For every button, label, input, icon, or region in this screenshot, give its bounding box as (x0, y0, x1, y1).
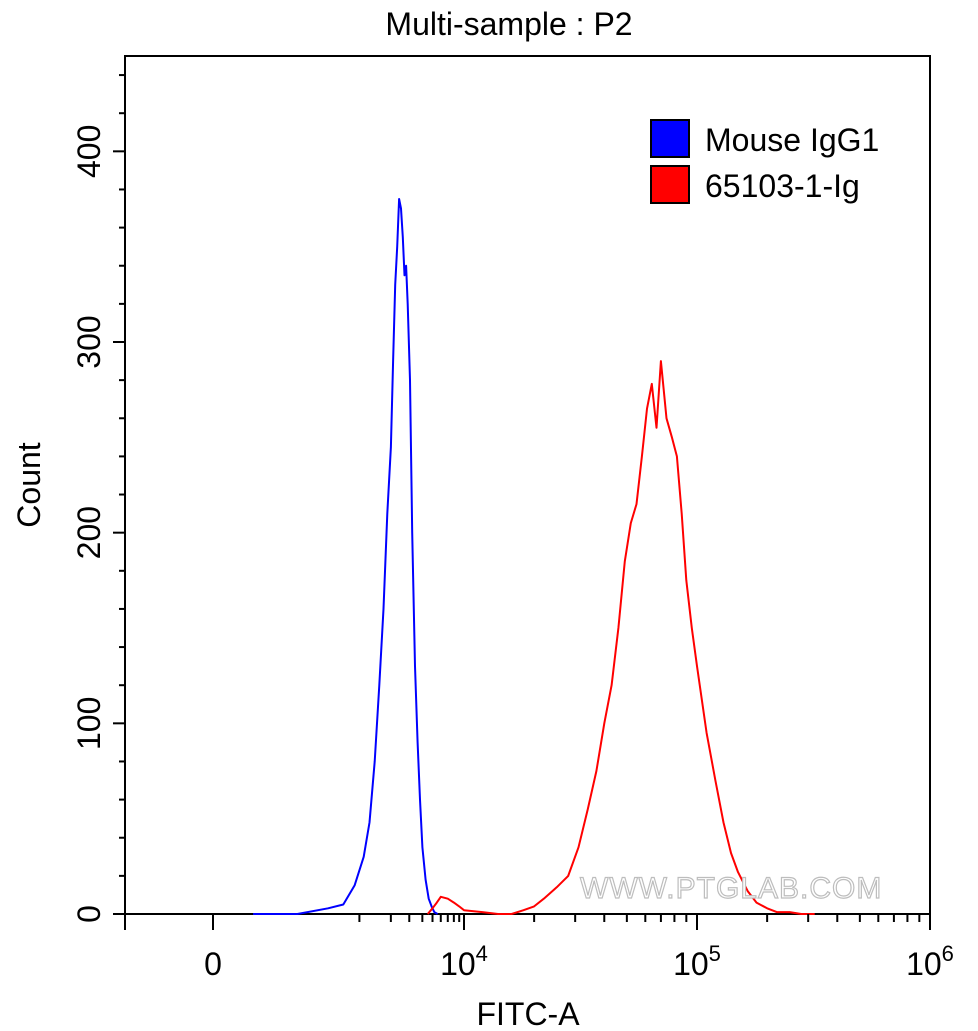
x-tick-label: 105 (673, 941, 721, 982)
x-tick-label: 106 (906, 941, 954, 982)
series-line-1 (253, 198, 439, 915)
x-tick-label: 104 (440, 941, 488, 982)
y-tick-label: 300 (71, 315, 107, 368)
watermark: WWW.PTGLAB.COM (580, 872, 882, 905)
y-axis-title: Count (11, 442, 47, 528)
y-axis: 0 100 200 300 400 (71, 74, 125, 923)
legend-label-2: 65103-1-Ig (705, 168, 860, 204)
y-tick-label: 400 (71, 125, 107, 178)
legend-swatch-2 (650, 165, 690, 204)
y-tick-label: 100 (71, 697, 107, 750)
chart-title: Multi-sample : P2 (385, 6, 632, 42)
y-tick-label: 200 (71, 506, 107, 559)
y-tick-label: 0 (71, 905, 107, 923)
histogram-curves (253, 198, 815, 915)
series-line-2 (426, 360, 815, 915)
x-tick-label: 0 (204, 946, 222, 982)
legend-label-1: Mouse IgG1 (705, 122, 879, 158)
legend: Mouse IgG1 65103-1-Ig (650, 119, 879, 204)
plot-frame (124, 55, 931, 915)
x-axis-title: FITC-A (476, 996, 580, 1031)
x-axis: 0 104 105 106 (124, 914, 954, 982)
legend-swatch-1 (650, 119, 690, 158)
